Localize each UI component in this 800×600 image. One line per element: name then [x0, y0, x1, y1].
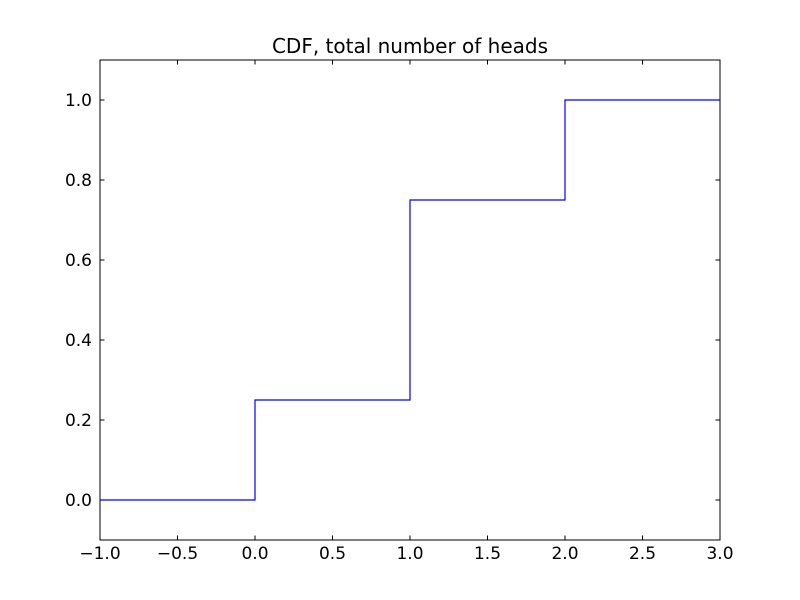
y-tick-label: 0.2: [65, 411, 92, 431]
y-tick-label: 0.4: [65, 331, 92, 351]
y-tick-label: 0.8: [65, 171, 92, 191]
data-series: [100, 99, 720, 501]
x-tick-labels: −1.0 −0.5 0.0 0.5 1.0 1.5 2.0 2.5 3.0: [79, 544, 733, 564]
y-tick-labels: 0.0 0.2 0.4 0.6 0.8 1.0: [65, 91, 92, 511]
cdf-step-line: [100, 99, 720, 501]
axis-ticks: [99, 60, 721, 540]
y-tick-label: 1.0: [65, 91, 92, 111]
x-tick-label: −0.5: [157, 544, 198, 564]
x-tick-label: 1.5: [474, 544, 501, 564]
chart-title: CDF, total number of heads: [272, 34, 548, 58]
y-tick-label: 0.0: [65, 491, 92, 511]
x-tick-label: 1.0: [396, 544, 423, 564]
x-tick-label: 0.0: [241, 544, 268, 564]
x-tick-label: 0.5: [319, 544, 346, 564]
x-tick-label: 2.0: [551, 544, 578, 564]
x-tick-label: 2.5: [629, 544, 656, 564]
x-tick-label: −1.0: [79, 544, 120, 564]
x-tick-label: 3.0: [706, 544, 733, 564]
y-tick-label: 0.6: [65, 251, 92, 271]
